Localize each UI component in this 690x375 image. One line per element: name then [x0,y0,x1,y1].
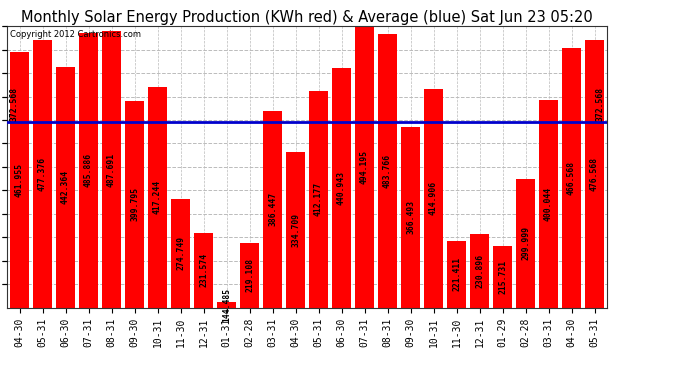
Bar [263,111,282,308]
Text: 144.485: 144.485 [222,288,231,322]
Bar [148,87,167,308]
Text: 386.447: 386.447 [268,192,277,226]
Text: Copyright 2012 Cartronics.com: Copyright 2012 Cartronics.com [10,30,141,39]
Text: 461.955: 461.955 [15,162,24,196]
Text: 485.886: 485.886 [84,153,93,187]
Bar [286,152,305,308]
Text: 483.766: 483.766 [383,154,392,188]
Bar [102,32,121,308]
Text: 417.244: 417.244 [153,180,162,214]
Bar [539,100,558,308]
Title: Monthly Solar Energy Production (KWh red) & Average (blue) Sat Jun 23 05:20: Monthly Solar Energy Production (KWh red… [21,10,593,25]
Text: 372.568: 372.568 [9,87,18,121]
Text: 494.195: 494.195 [360,150,369,184]
Bar [33,39,52,308]
Bar [424,89,443,308]
Bar [470,234,489,308]
Bar [240,243,259,308]
Text: 400.044: 400.044 [544,187,553,221]
Text: 274.749: 274.749 [176,236,185,270]
Text: 221.411: 221.411 [452,257,461,291]
Bar [10,52,29,308]
Bar [447,242,466,308]
Text: 440.943: 440.943 [337,171,346,205]
Text: 414.906: 414.906 [429,181,438,215]
Bar [194,233,213,308]
Text: 299.999: 299.999 [521,226,530,261]
Bar [308,91,328,308]
Bar [332,68,351,308]
Bar [125,100,144,308]
Bar [79,33,99,308]
Text: 476.568: 476.568 [590,157,599,191]
Text: 230.896: 230.896 [475,254,484,288]
Text: 366.493: 366.493 [406,200,415,234]
Text: 372.568: 372.568 [596,87,605,121]
Text: 219.108: 219.108 [245,258,254,292]
Bar [355,26,374,308]
Text: 399.795: 399.795 [130,187,139,221]
Bar [401,127,420,308]
Text: 231.574: 231.574 [199,254,208,288]
Bar [217,302,236,307]
Bar [585,40,604,308]
Text: 477.376: 477.376 [38,156,47,190]
Bar [493,246,512,308]
Bar [56,67,75,308]
Text: 215.731: 215.731 [498,260,507,294]
Bar [378,34,397,308]
Bar [171,199,190,308]
Bar [562,48,581,308]
Text: 487.691: 487.691 [107,152,116,186]
Bar [515,179,535,308]
Text: 466.568: 466.568 [567,161,576,195]
Text: 442.364: 442.364 [61,170,70,204]
Text: 412.177: 412.177 [314,182,323,216]
Text: 334.709: 334.709 [291,213,300,247]
